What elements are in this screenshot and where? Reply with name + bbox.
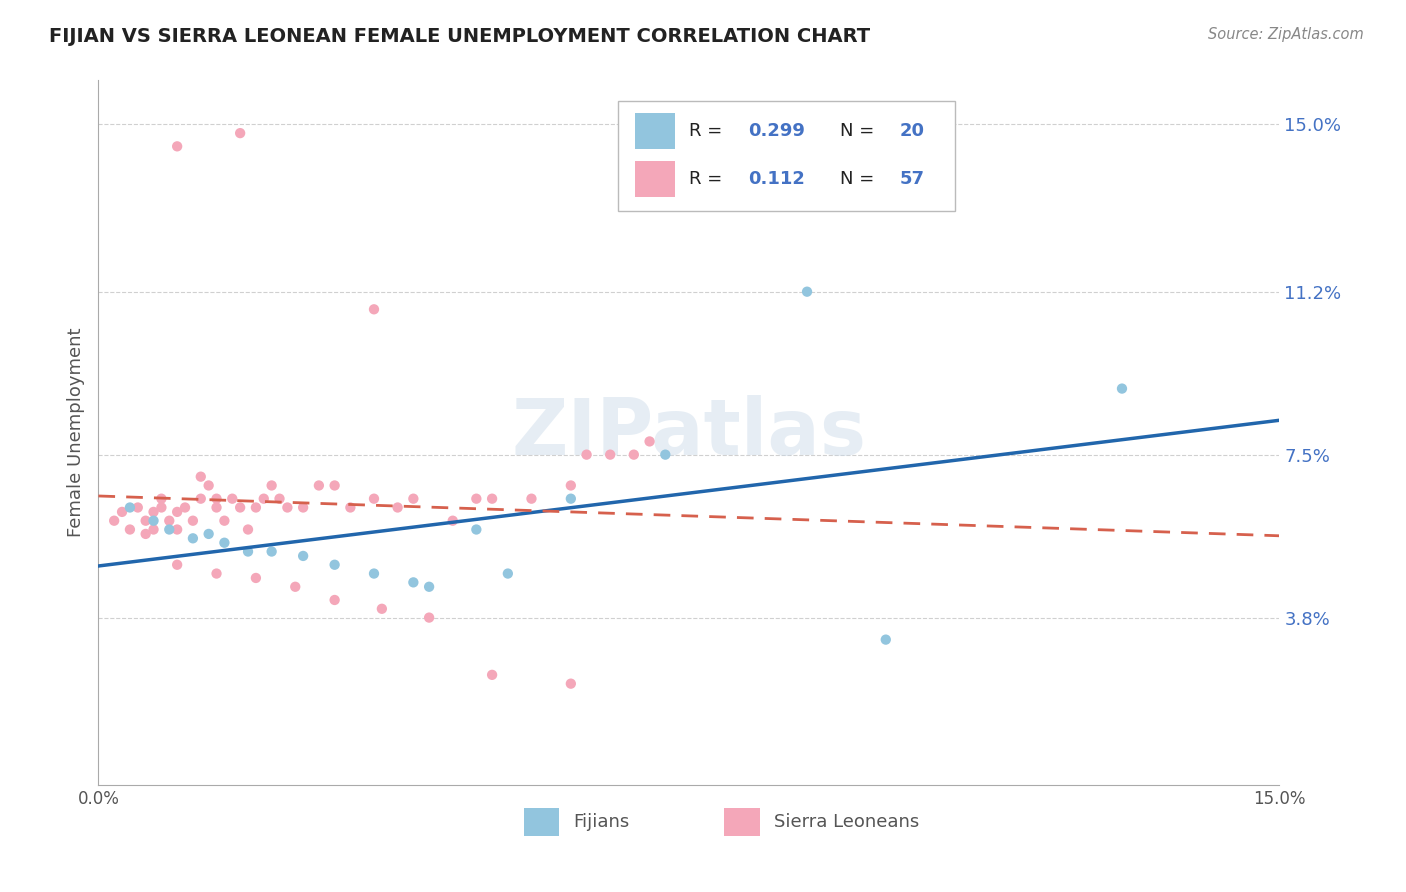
Text: R =: R = — [689, 122, 728, 140]
Point — [654, 448, 676, 462]
Point — [496, 566, 519, 581]
Point — [560, 491, 582, 506]
Text: N =: N = — [841, 122, 880, 140]
Point — [323, 558, 346, 572]
Point — [560, 676, 582, 690]
Point — [308, 478, 330, 492]
Point — [481, 668, 503, 682]
Point — [197, 478, 219, 492]
Text: 0.299: 0.299 — [748, 122, 804, 140]
Point — [135, 527, 157, 541]
Point — [157, 514, 180, 528]
Point — [363, 566, 385, 581]
Point — [236, 523, 259, 537]
Point — [127, 500, 149, 515]
Point — [229, 500, 252, 515]
Point — [339, 500, 361, 515]
Point — [214, 514, 236, 528]
Point — [197, 527, 219, 541]
Point — [135, 514, 157, 528]
Point — [260, 544, 283, 558]
Point — [190, 491, 212, 506]
Point — [166, 139, 188, 153]
Point — [441, 514, 464, 528]
Point — [205, 500, 228, 515]
Point — [111, 505, 134, 519]
Point — [292, 500, 315, 515]
Text: 20: 20 — [900, 122, 924, 140]
Point — [363, 491, 385, 506]
Point — [796, 285, 818, 299]
Point — [323, 593, 346, 607]
Point — [142, 523, 165, 537]
Point — [150, 491, 173, 506]
Point — [292, 549, 315, 563]
Point — [174, 500, 197, 515]
Point — [269, 491, 291, 506]
Point — [371, 601, 394, 615]
Point — [245, 571, 267, 585]
Text: 0.112: 0.112 — [748, 170, 804, 188]
Point — [142, 514, 165, 528]
Point — [166, 523, 188, 537]
Point — [190, 469, 212, 483]
Text: Fijians: Fijians — [574, 813, 630, 830]
FancyBboxPatch shape — [523, 807, 560, 836]
Point — [402, 575, 425, 590]
Point — [205, 566, 228, 581]
Point — [402, 491, 425, 506]
Point — [260, 478, 283, 492]
Point — [465, 491, 488, 506]
FancyBboxPatch shape — [724, 807, 759, 836]
Point — [221, 491, 243, 506]
Point — [638, 434, 661, 449]
Point — [575, 448, 598, 462]
Point — [181, 514, 204, 528]
Text: FIJIAN VS SIERRA LEONEAN FEMALE UNEMPLOYMENT CORRELATION CHART: FIJIAN VS SIERRA LEONEAN FEMALE UNEMPLOY… — [49, 27, 870, 45]
Text: N =: N = — [841, 170, 880, 188]
Point — [623, 448, 645, 462]
Text: Source: ZipAtlas.com: Source: ZipAtlas.com — [1208, 27, 1364, 42]
Point — [418, 610, 440, 624]
Point — [363, 302, 385, 317]
Point — [560, 478, 582, 492]
Point — [181, 532, 204, 546]
Y-axis label: Female Unemployment: Female Unemployment — [66, 328, 84, 537]
FancyBboxPatch shape — [619, 102, 955, 211]
Point — [276, 500, 298, 515]
Point — [236, 544, 259, 558]
Point — [214, 535, 236, 549]
Point — [323, 478, 346, 492]
Point — [284, 580, 307, 594]
Point — [157, 523, 180, 537]
FancyBboxPatch shape — [634, 161, 675, 196]
Text: R =: R = — [689, 170, 728, 188]
Point — [118, 523, 141, 537]
Point — [166, 505, 188, 519]
FancyBboxPatch shape — [634, 113, 675, 149]
Point — [875, 632, 897, 647]
Point — [245, 500, 267, 515]
Point — [481, 491, 503, 506]
Point — [205, 491, 228, 506]
Point — [520, 491, 543, 506]
Point — [142, 505, 165, 519]
Point — [166, 558, 188, 572]
Point — [418, 580, 440, 594]
Point — [103, 514, 125, 528]
Point — [150, 500, 173, 515]
Point — [465, 523, 488, 537]
Point — [1111, 382, 1133, 396]
Point — [118, 500, 141, 515]
Text: ZIPatlas: ZIPatlas — [512, 394, 866, 471]
Point — [229, 126, 252, 140]
Text: Sierra Leoneans: Sierra Leoneans — [773, 813, 920, 830]
Point — [599, 448, 621, 462]
Point — [387, 500, 409, 515]
Point — [253, 491, 276, 506]
Text: 57: 57 — [900, 170, 924, 188]
